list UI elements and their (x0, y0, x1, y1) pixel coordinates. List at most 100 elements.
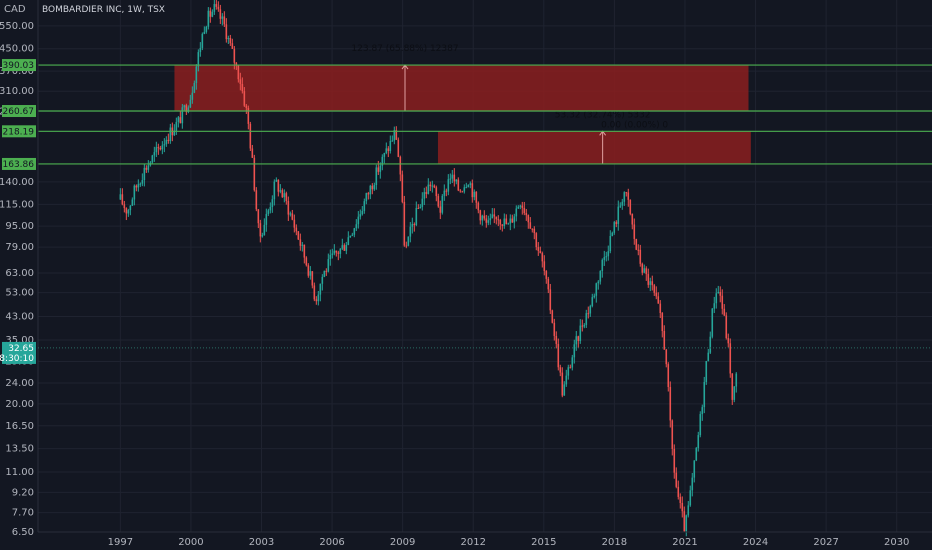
candle-body (645, 268, 648, 275)
candle-body (189, 99, 192, 108)
candle-body (703, 382, 706, 408)
candle-body (371, 185, 374, 190)
candle-body (347, 237, 350, 245)
horizontal-levels[interactable] (38, 64, 932, 165)
candle-body (361, 210, 364, 215)
candle-body (615, 222, 618, 224)
candle-body (181, 107, 184, 124)
x-tick-label: 2030 (884, 537, 909, 548)
candle-body (675, 472, 678, 487)
candle-body (131, 199, 134, 206)
candle-body (207, 10, 210, 27)
candle-body (355, 224, 358, 229)
candle-body (619, 205, 622, 207)
measure-zone[interactable] (437, 131, 751, 164)
candle-body (135, 185, 138, 188)
candle-body (649, 281, 652, 285)
x-tick-label: 2009 (390, 537, 415, 548)
y-tick-label: 16.50 (5, 421, 34, 432)
candle-body (513, 216, 516, 223)
candle-body (597, 281, 600, 284)
candle-body (627, 192, 630, 200)
candle-body (305, 257, 308, 266)
candle-body (279, 190, 282, 192)
candle-body (439, 206, 442, 213)
candle-body (573, 344, 576, 358)
candle-body (661, 312, 664, 331)
candle-body (243, 91, 246, 106)
candle-body (583, 324, 586, 327)
candle-body (233, 48, 236, 63)
candle-body (119, 194, 122, 200)
level-price-badge (2, 105, 36, 118)
y-tick-label: 9.20 (12, 487, 34, 498)
measure-zone-label: 123.87 (65.88%) 12387 (351, 44, 458, 54)
candle-body (595, 283, 598, 296)
candle-body (677, 486, 680, 497)
time-axis[interactable]: 1997 2000 2003 2006 2009 2012 2015 2018 2021 2024… (108, 537, 910, 548)
y-tick-label: 550.00 (0, 21, 34, 32)
candle-body (191, 92, 194, 100)
candle-body (473, 191, 476, 198)
candle-body (493, 214, 496, 217)
candle-body (317, 294, 320, 302)
candle-body (203, 31, 206, 34)
measure-zone[interactable] (174, 65, 749, 112)
candle-body (625, 192, 628, 194)
candle-body (445, 190, 448, 192)
candle-body (671, 420, 674, 449)
candle-body (235, 62, 238, 66)
candle-body (509, 218, 512, 224)
candle-body (497, 219, 500, 221)
level-price-badge (2, 125, 36, 138)
y-tick-label: 63.00 (5, 268, 34, 279)
candle-body (241, 83, 244, 92)
candle-body (537, 247, 540, 251)
candle-body (693, 460, 696, 478)
level-price-label: 260.67 (3, 107, 35, 117)
candle-body (563, 384, 566, 396)
candle-body (547, 278, 550, 290)
level-price-badge (2, 59, 36, 72)
candle-body (219, 9, 222, 19)
candle-body (265, 213, 268, 225)
candle-body (323, 270, 326, 277)
candle-body (527, 215, 530, 223)
level-price-label: 390.03 (3, 61, 35, 71)
candle-body (735, 373, 738, 387)
measure-zones[interactable]: 123.87 (65.88%) 12387 53.32 (32.74%) 5332… (174, 44, 751, 164)
current-price-label: 32.65 (8, 344, 34, 354)
candle-body (477, 202, 480, 211)
candle-body (487, 220, 490, 223)
y-tick-label: 310.00 (0, 86, 34, 97)
candle-body (557, 343, 560, 368)
candle-body (337, 252, 340, 254)
candle-body (413, 224, 416, 226)
x-tick-label: 2018 (602, 537, 627, 548)
candle-body (551, 310, 554, 323)
candle-body (155, 147, 158, 153)
candle-body (139, 183, 142, 185)
candle-body (301, 244, 304, 246)
candle-body (431, 185, 434, 187)
x-tick-label: 2015 (531, 537, 556, 548)
candle-body (225, 24, 228, 40)
candle-body (391, 140, 394, 142)
measure-zone-label: 53.32 (32.74%) 5332 (555, 110, 651, 120)
candle-body (387, 148, 390, 152)
candle-body (127, 210, 130, 214)
candle-body (447, 179, 450, 192)
candle-body (659, 303, 662, 313)
candle-body (663, 330, 666, 350)
measure-zone-label-2: 0.00 (0.00%) 0 (601, 120, 668, 130)
candle-body (381, 156, 384, 166)
y-tick-label: 13.50 (5, 444, 34, 455)
candle-body (199, 47, 202, 53)
candle-body (231, 43, 234, 49)
candle-body (515, 208, 518, 217)
candle-body (733, 386, 736, 400)
candle-body (617, 206, 620, 224)
candle-body (331, 253, 334, 255)
y-tick-label: 20.00 (5, 399, 34, 410)
